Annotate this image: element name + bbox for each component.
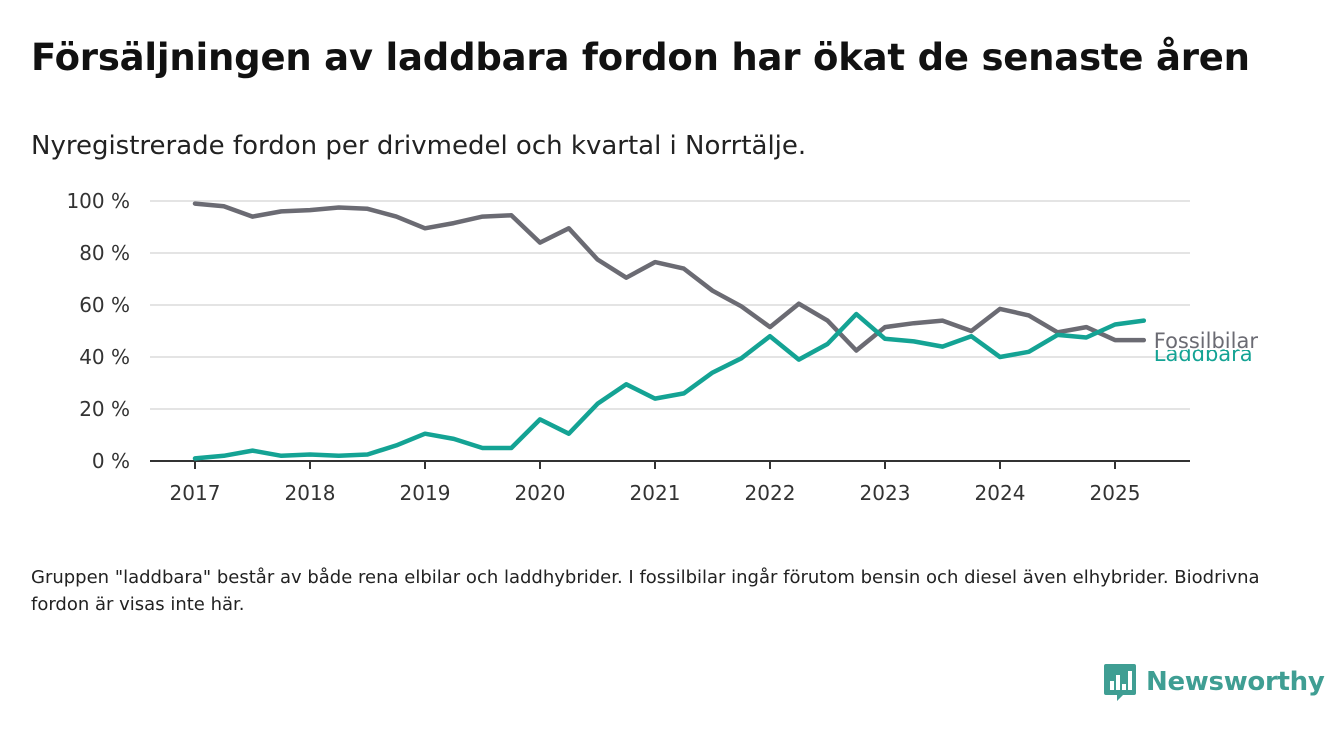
- y-tick-label: 40 %: [79, 345, 130, 369]
- brand-logo[interactable]: Newsworthy: [1103, 662, 1325, 702]
- y-tick-label: 100 %: [66, 189, 130, 213]
- newsworthy-logo-icon: [1104, 664, 1136, 701]
- series-line-fossilbilar: [192, 201, 1147, 353]
- x-tick-label: 2024: [975, 481, 1026, 505]
- series-line-laddbara: [192, 311, 1147, 461]
- x-tick-label: 2019: [400, 481, 451, 505]
- y-tick-label: 0 %: [92, 449, 130, 473]
- series-lines: [192, 201, 1147, 461]
- footnote: Gruppen "laddbara" består av både rena e…: [31, 567, 1260, 615]
- gridlines: [150, 200, 1190, 410]
- y-tick-label: 60 %: [79, 293, 130, 317]
- series-label-laddbara: Laddbara: [1154, 342, 1253, 366]
- x-tick-label: 2021: [630, 481, 681, 505]
- x-tick-label: 2022: [745, 481, 796, 505]
- series-label-fossilbilar: Fossilbilar: [1154, 329, 1259, 353]
- x-tick-label: 2018: [285, 481, 336, 505]
- x-tick-label: 2025: [1090, 481, 1141, 505]
- x-tick-label: 2020: [515, 481, 566, 505]
- x-tick-label: 2017: [170, 481, 221, 505]
- x-tick-label: 2023: [860, 481, 911, 505]
- axes: 0 % 20 % 40 % 60 % 80 % 100 % 2017 2018 2019 2020…: [66, 189, 1190, 505]
- chart-title: Försäljningen av laddbara fordon har öka…: [31, 36, 1250, 79]
- y-tick-label: 80 %: [79, 241, 130, 265]
- chart-subtitle: Nyregistrerade fordon per drivmedel och …: [31, 131, 807, 161]
- y-tick-label: 20 %: [79, 397, 130, 421]
- brand-name: Newsworthy: [1146, 667, 1325, 697]
